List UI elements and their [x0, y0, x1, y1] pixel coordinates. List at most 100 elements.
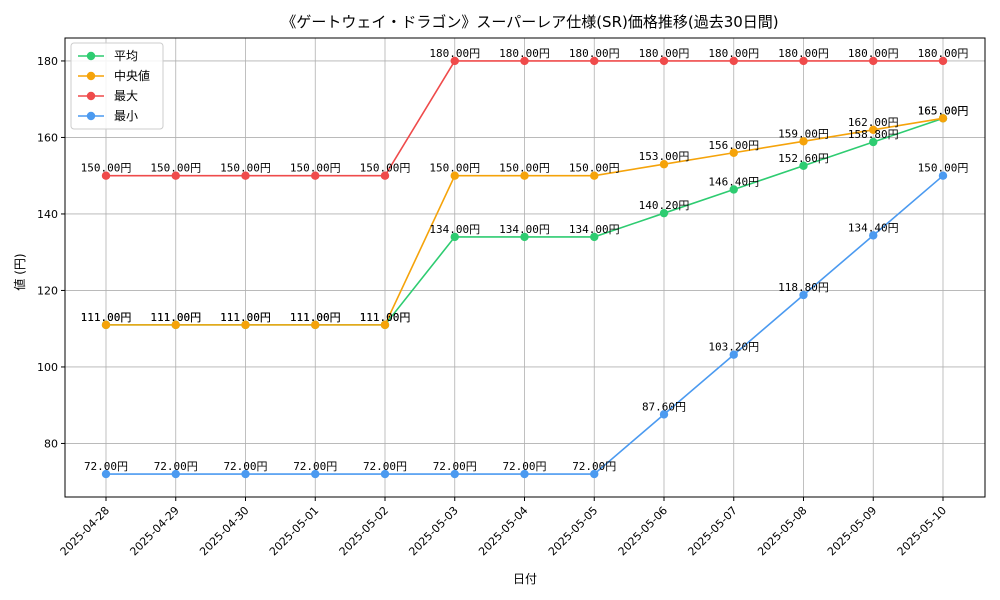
data-point	[729, 148, 738, 157]
x-tick-label: 2025-05-06	[616, 504, 670, 558]
data-point	[590, 469, 599, 479]
data-label: 180.00円	[708, 47, 759, 60]
data-point	[520, 56, 529, 66]
data-point	[520, 469, 529, 479]
plot-frame	[64, 37, 986, 498]
data-label: 111.00円	[150, 311, 201, 324]
data-label: 72.00円	[84, 460, 128, 473]
data-label: 152.60円	[778, 152, 829, 165]
x-tick-label: 2025-05-05	[546, 504, 600, 558]
data-label: 111.00円	[360, 311, 411, 324]
data-label: 180.00円	[778, 47, 829, 60]
data-label: 72.00円	[502, 460, 546, 473]
legend-label: 最小	[114, 109, 138, 123]
data-point	[799, 137, 808, 146]
data-point	[241, 320, 250, 330]
data-point	[241, 171, 250, 180]
data-label: 72.00円	[154, 460, 198, 473]
data-label: 165.00円	[918, 104, 969, 117]
legend-marker	[86, 91, 96, 101]
data-label: 158.80円	[848, 128, 899, 141]
y-tick-label: 140	[37, 208, 58, 221]
data-label: 111.00円	[81, 311, 132, 324]
data-label: 156.00円	[708, 139, 759, 152]
data-label: 150.00円	[81, 162, 132, 175]
data-label: 162.00円	[848, 116, 899, 129]
data-label: 72.00円	[363, 460, 407, 473]
data-point	[938, 114, 948, 123]
data-point	[799, 161, 808, 170]
x-tick-label: 2025-05-03	[406, 504, 460, 558]
data-label: 150.00円	[220, 162, 271, 175]
data-label: 111.00円	[150, 311, 201, 324]
legend-marker	[86, 111, 96, 121]
data-point	[101, 320, 111, 330]
data-label: 111.00円	[360, 311, 411, 324]
data-label: 103.20円	[708, 341, 759, 354]
legend-label: 最大	[114, 89, 138, 103]
data-point	[869, 56, 878, 66]
data-point	[590, 171, 599, 180]
data-label: 134.00円	[429, 223, 480, 236]
data-point	[659, 56, 669, 66]
data-point	[869, 125, 878, 134]
x-axis-label: 日付	[513, 572, 537, 586]
legend-label: 平均	[114, 49, 138, 63]
y-axis-ticks: 80 100 120 140 160 180	[37, 55, 65, 450]
data-label: 180.00円	[918, 47, 969, 60]
data-label: 111.00円	[220, 311, 271, 324]
data-label: 146.40円	[708, 175, 759, 188]
data-point	[450, 56, 459, 66]
data-label: 180.00円	[429, 47, 480, 60]
data-point	[450, 232, 459, 242]
data-point	[869, 137, 878, 147]
data-label: 72.00円	[223, 460, 267, 473]
x-tick-label: 2025-05-08	[755, 504, 809, 558]
x-tick-label: 2025-05-02	[337, 504, 391, 558]
data-label: 180.00円	[848, 47, 899, 60]
data-point	[659, 160, 669, 169]
data-point	[380, 320, 390, 330]
legend-marker	[86, 71, 96, 81]
x-axis-ticks: 2025-04-28 2025-04-29 2025-04-30 2025-05-01…	[58, 497, 949, 558]
y-tick-label: 100	[37, 361, 58, 374]
x-tick-label: 2025-05-07	[685, 504, 739, 558]
y-tick-label: 120	[37, 284, 58, 297]
data-point	[101, 171, 111, 180]
data-label: 180.00円	[499, 47, 550, 60]
legend-box	[70, 42, 164, 130]
data-label: 140.20円	[639, 199, 690, 212]
data-point	[590, 56, 599, 66]
data-point	[799, 290, 808, 300]
data-label: 134.40円	[848, 221, 899, 234]
data-point	[450, 171, 459, 180]
data-point	[869, 231, 878, 240]
data-label: 165.00円	[918, 104, 969, 117]
data-label: 150.00円	[499, 162, 550, 175]
data-label: 72.00円	[572, 460, 616, 473]
data-label: 150.00円	[290, 162, 341, 175]
data-point	[520, 171, 529, 180]
data-label: 150.00円	[918, 162, 969, 175]
data-point	[659, 208, 669, 218]
data-label: 111.00円	[290, 311, 341, 324]
data-point	[938, 56, 948, 66]
data-point	[241, 469, 250, 479]
data-point	[590, 232, 599, 242]
chart-title: 《ゲートウェイ・ドラゴン》スーパーレア仕様(SR)価格推移(過去30日間)	[281, 13, 778, 31]
grid	[65, 38, 985, 497]
data-point	[450, 469, 459, 479]
data-point	[799, 56, 808, 66]
data-point	[938, 171, 948, 180]
data-point	[380, 469, 390, 479]
data-labels: 111.00円 111.00円 111.00円 111.00円 111.00円 134.0…	[81, 47, 969, 473]
x-tick-label: 2025-05-10	[895, 504, 949, 558]
data-point	[729, 185, 738, 194]
data-point	[171, 469, 180, 479]
x-tick-label: 2025-04-30	[197, 504, 251, 558]
data-label: 134.00円	[569, 223, 620, 236]
data-label: 159.00円	[778, 127, 829, 140]
y-axis-label: 値 (円)	[12, 253, 27, 290]
